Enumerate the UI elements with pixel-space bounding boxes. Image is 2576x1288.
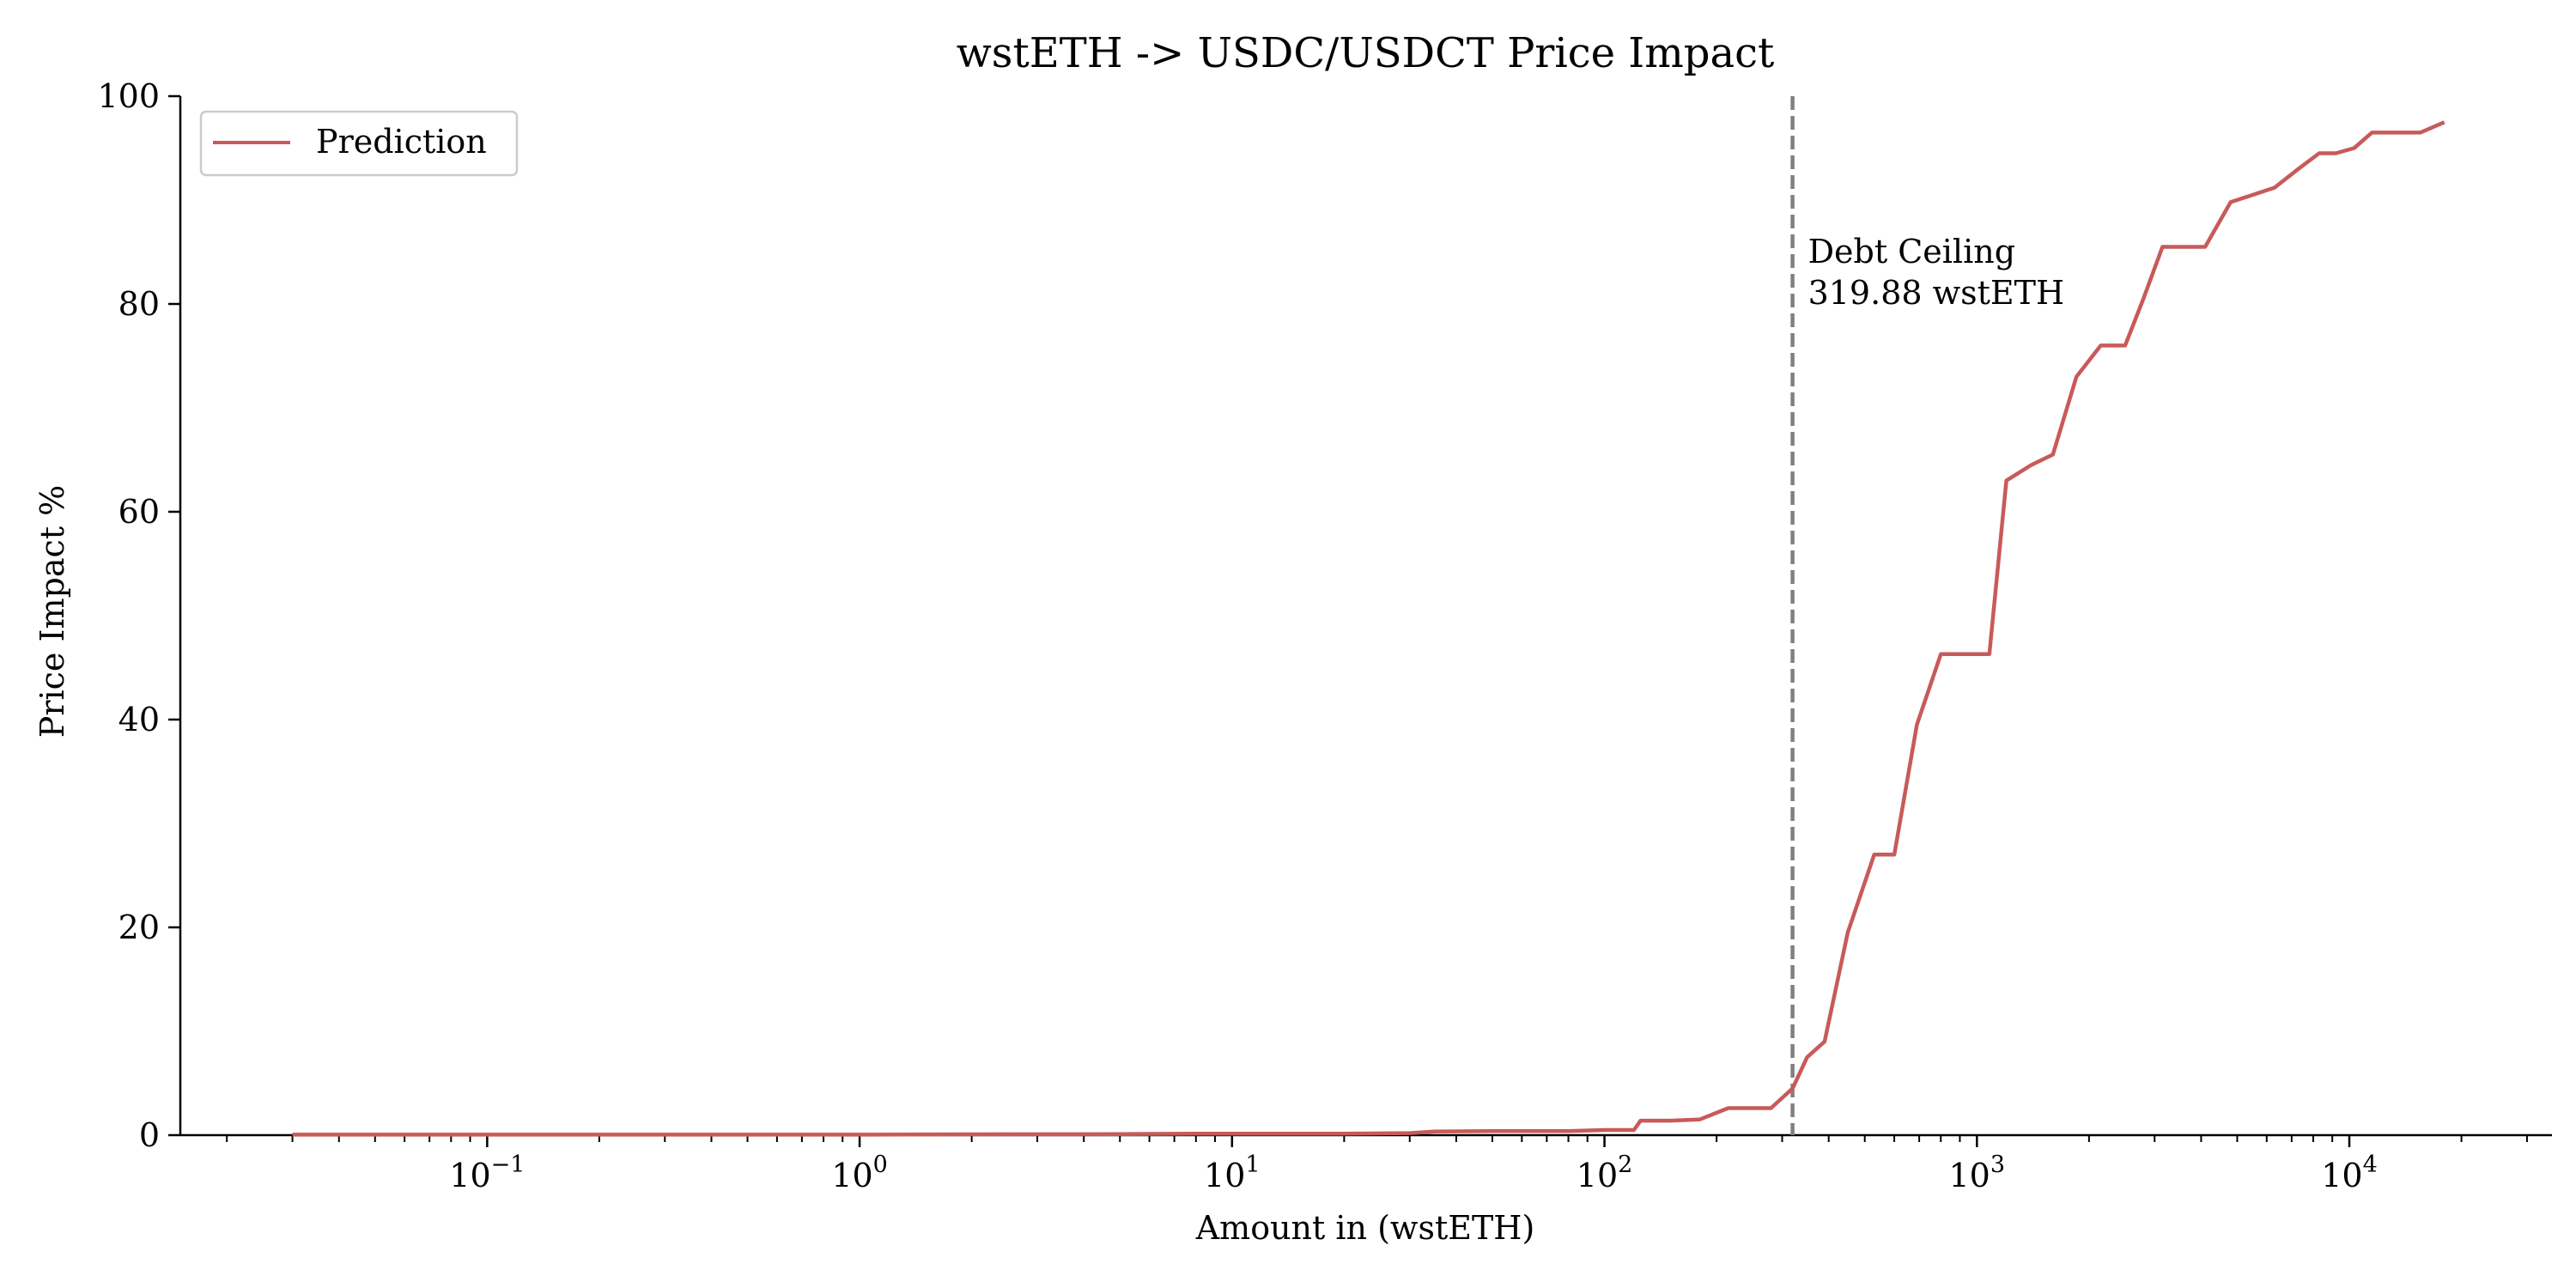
debt-ceiling-label: Debt Ceiling	[1808, 233, 2015, 270]
annotations: Debt Ceiling 319.88 wstETH	[1790, 96, 2065, 1135]
y-tick-label: 100	[97, 77, 160, 115]
legend-box	[199, 110, 519, 177]
series-line-prediction	[292, 120, 2445, 1137]
chart-title: wstETH -> USDC/USDCT Price Impact	[957, 29, 1775, 77]
y-axis-label: Price Impact %	[33, 485, 71, 738]
y-tick-label: 80	[118, 285, 160, 323]
x-axis-ticks: 10−1 100 101 102 103 104	[226, 1135, 2528, 1194]
y-tick-label: 40	[118, 701, 160, 738]
x-tick-label: 101	[1204, 1151, 1261, 1194]
y-tick-label: 0	[139, 1116, 160, 1154]
x-tick-label: 100	[831, 1151, 888, 1194]
x-tick-label: 10−1	[449, 1151, 525, 1194]
legend-label: Prediction	[316, 123, 487, 161]
x-tick-label: 104	[2321, 1151, 2378, 1194]
debt-ceiling-label: 319.88 wstETH	[1808, 274, 2065, 312]
axes	[179, 96, 2552, 1137]
y-axis-ticks: 0 20 40 60 80 100	[97, 77, 180, 1154]
y-tick-label: 20	[118, 908, 160, 946]
x-tick-label: 102	[1577, 1151, 1633, 1194]
legend: Prediction	[199, 110, 519, 177]
series-layer	[292, 120, 2445, 1137]
x-tick-label: 103	[1949, 1151, 2006, 1194]
x-axis-label: Amount in (wstETH)	[1195, 1209, 1535, 1247]
y-tick-label: 60	[118, 493, 160, 531]
